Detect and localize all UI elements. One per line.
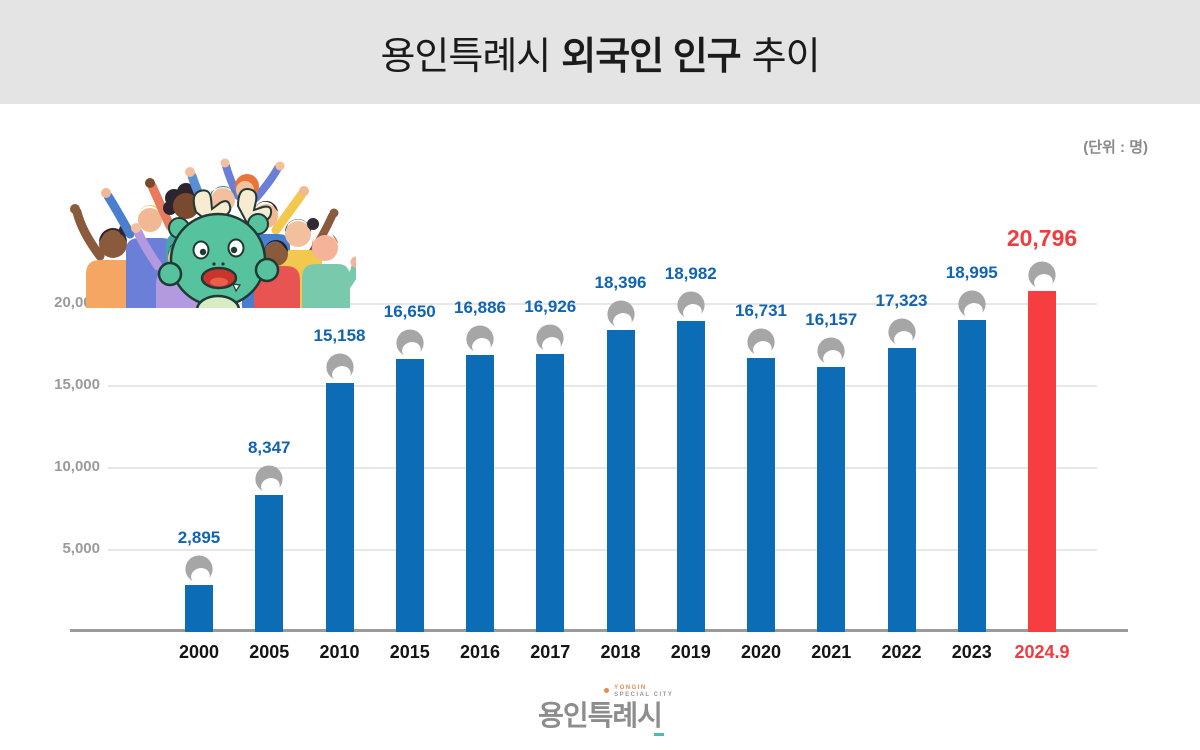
bar-2005 [255, 495, 284, 632]
title-prefix: 용인특례시 [380, 35, 551, 78]
logo-english-line1: YONGIN [614, 685, 647, 691]
person-head-icon [677, 291, 705, 321]
person-head-icon [817, 337, 845, 367]
x-axis-label: 2023 [951, 642, 992, 662]
y-axis-label: 10,000 [54, 458, 100, 475]
crowd-illustration [70, 158, 356, 308]
gridline [108, 467, 1097, 469]
bar-value-label: 18,995 [945, 263, 998, 282]
logo-accent-dot [604, 688, 610, 693]
logo-korean-text: 용인특례시 [538, 700, 663, 731]
person-head-icon [958, 290, 986, 320]
gridline [108, 549, 1097, 551]
header: 용인특례시 외국인 인구 추이 [0, 0, 1200, 104]
bar-2016 [466, 355, 494, 632]
person-head-icon [747, 328, 775, 358]
person-head-icon [1028, 261, 1056, 291]
y-axis-label: 5,000 [62, 540, 100, 557]
unit-label: (단위 : 명) [1083, 139, 1148, 156]
bar-2017 [536, 354, 565, 632]
person-head-icon [466, 325, 494, 355]
person-head-icon [536, 324, 564, 354]
logo-english-line2: SPECIAL CITY [614, 692, 674, 698]
bar-2018 [606, 330, 635, 632]
bar-value-label: 16,157 [805, 310, 858, 329]
bar-value-label: 18,982 [664, 264, 717, 283]
bar-value-label: 16,731 [735, 301, 787, 320]
bar-2000 [185, 585, 213, 632]
x-axis-line [70, 629, 1128, 632]
bar-value-label: 16,886 [454, 298, 506, 317]
person-head-icon [887, 318, 916, 348]
bar-2010 [325, 383, 354, 632]
bar-value-label: 18,396 [594, 273, 647, 292]
x-axis-label: 2018 [600, 642, 641, 662]
x-axis-label: 2019 [670, 642, 711, 662]
bar-value-label: 16,926 [524, 297, 577, 316]
logo-accent-dash [653, 733, 664, 736]
bar-value-label: 17,323 [875, 291, 928, 310]
bar-2021 [817, 367, 846, 632]
person-head-icon [325, 353, 354, 383]
gridline [108, 385, 1097, 387]
person-head-icon [396, 329, 424, 359]
person-head-icon [185, 555, 213, 585]
x-axis-label: 2000 [178, 642, 220, 662]
footer-logo: 용인특례시 YONGIN SPECIAL CITY [0, 685, 1200, 736]
logo-english-text: YONGIN SPECIAL CITY [614, 685, 673, 699]
bar-value-label: 20,796 [1006, 225, 1078, 251]
title-bold: 외국인 인구 [561, 35, 741, 78]
bar-2020 [747, 358, 775, 632]
bar-value-label: 2,895 [177, 528, 221, 547]
bar-value-label: 16,650 [383, 302, 436, 321]
bar-value-label: 8,347 [247, 438, 291, 457]
title-suffix: 추이 [751, 35, 821, 78]
x-axis-label: 2010 [319, 642, 360, 662]
x-axis-label: 2017 [530, 642, 571, 662]
bar-2022 [887, 348, 916, 632]
x-axis-label: 2016 [459, 642, 501, 662]
bar-2024.9 [1028, 291, 1056, 632]
person-head-icon [606, 300, 635, 330]
page-title: 용인특례시 외국인 인구 추이 [380, 25, 821, 80]
x-axis-label: 2024.9 [1014, 642, 1070, 662]
person-head-icon [255, 465, 283, 495]
bar-2019 [676, 321, 705, 632]
y-axis-label: 15,000 [54, 376, 100, 393]
bar-value-label: 15,158 [313, 326, 366, 345]
x-axis-label: 2020 [740, 642, 782, 662]
gridline [108, 303, 1097, 305]
x-axis-label: 2021 [811, 642, 852, 662]
x-axis-label: 2015 [389, 642, 430, 662]
bar-2015 [395, 359, 424, 632]
x-axis-label: 2022 [881, 642, 922, 662]
x-axis-label: 2005 [249, 642, 290, 662]
bar-2023 [957, 320, 986, 632]
